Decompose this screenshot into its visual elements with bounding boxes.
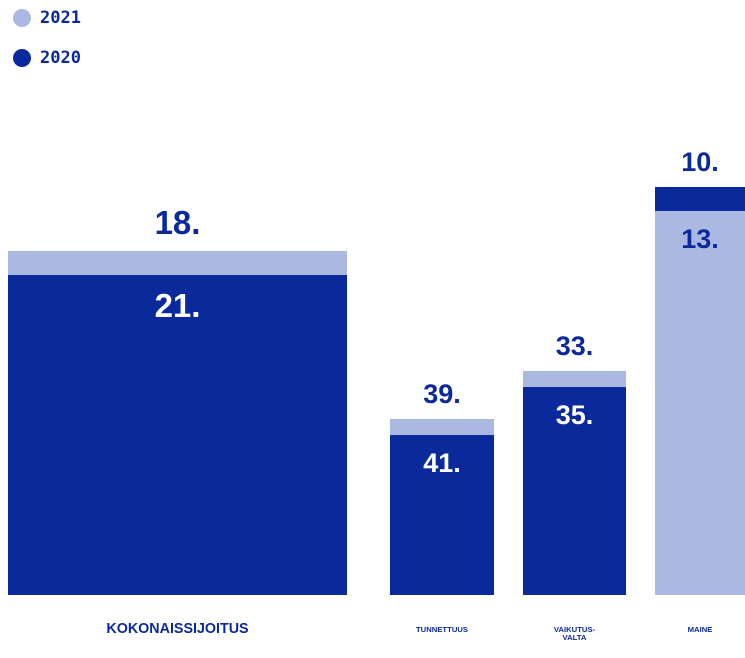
value-label: 41.	[423, 448, 461, 478]
x-tick-label: VAIKUTUS- VALTA	[553, 625, 596, 643]
legend-label: 2020	[40, 48, 81, 68]
x-tick-label: MAINE	[687, 625, 713, 634]
value-label: 13.	[681, 224, 719, 254]
value-label: 39.	[423, 379, 461, 409]
bar	[523, 387, 626, 595]
legend-label: 2021	[40, 8, 81, 28]
value-label: 18.	[154, 204, 201, 241]
bar	[390, 435, 494, 595]
x-tick-label: TUNNETTUUS	[415, 625, 469, 634]
bar	[8, 275, 347, 595]
legend-swatch	[13, 49, 31, 67]
bar	[655, 211, 745, 595]
x-tick-label: KOKONAISSIJOITUS	[106, 621, 249, 637]
value-label: 21.	[154, 287, 201, 324]
value-label: 35.	[555, 400, 594, 430]
legend-swatch	[13, 9, 31, 27]
value-label: 33.	[555, 331, 594, 361]
value-label: 10.	[681, 147, 719, 177]
